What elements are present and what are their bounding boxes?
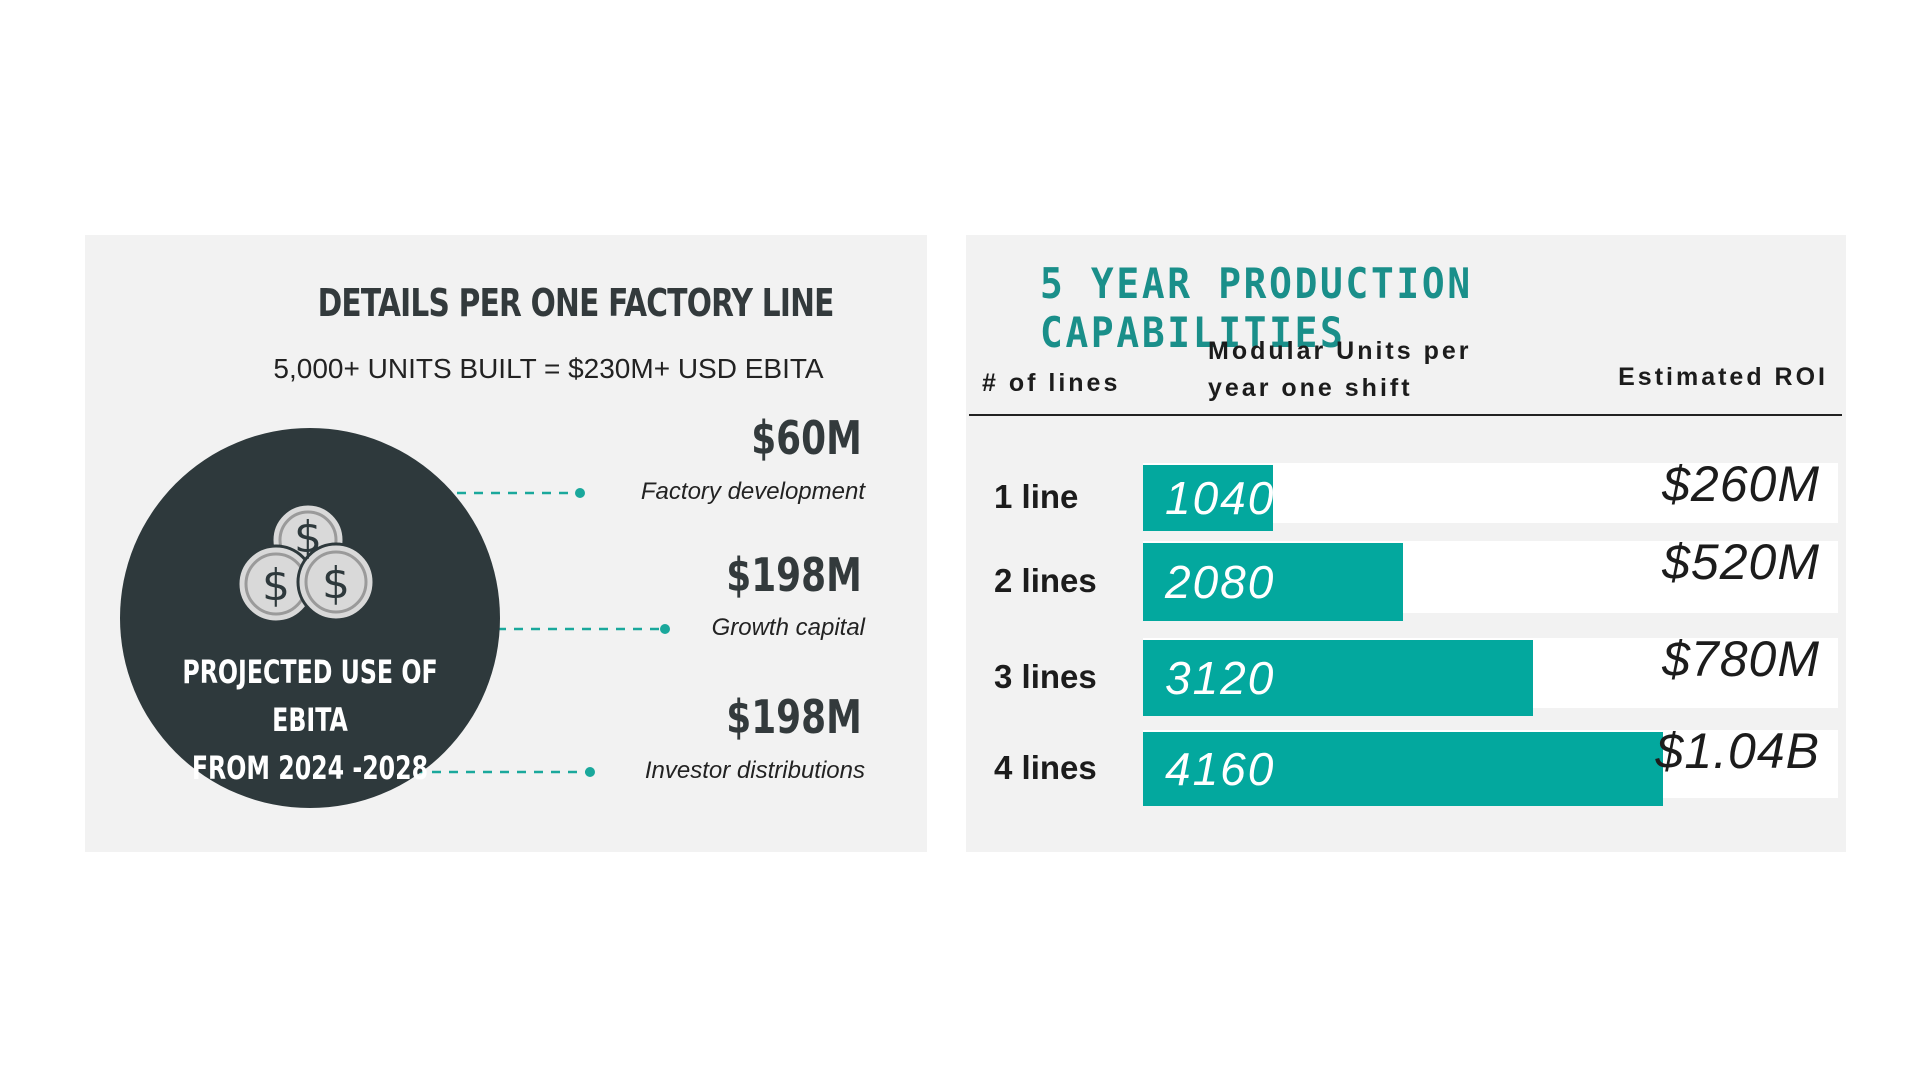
svg-text:$: $ [262, 560, 290, 611]
label-factory: Factory development [640, 478, 865, 505]
bar-value-label: 1040 [1165, 472, 1276, 524]
bar-value-label: 3120 [1165, 652, 1276, 704]
bar: 4160 [1143, 732, 1663, 806]
roi-label: $520M [1662, 534, 1820, 590]
ebita-circle: $ $ $ PROJECTED USE OF EBITA FROM 2024 -… [120, 428, 500, 808]
connector-dot-investor [585, 767, 595, 777]
row-label: 3 lines [994, 658, 1097, 695]
production-panel: 5 YEAR PRODUCTION CAPABILITIES # of line… [966, 235, 1846, 852]
amount-investor: $198M [726, 690, 862, 744]
production-title: 5 YEAR PRODUCTION CAPABILITIES [1040, 259, 1473, 357]
circle-text-line2: FROM 2024 -2028 [191, 749, 429, 787]
label-growth: Growth capital [711, 614, 865, 641]
row-label: 2 lines [994, 562, 1097, 599]
circle-text-line1: PROJECTED USE OF EBITA [182, 653, 438, 739]
amount-growth: $198M [726, 548, 862, 602]
details-title: DETAILS PER ONE FACTORY LINE [317, 281, 835, 325]
bar-value-label: 2080 [1165, 556, 1276, 608]
connector-dot-growth [660, 624, 670, 634]
col-head-units-line2: year one shift [1208, 374, 1413, 402]
roi-label: $780M [1662, 631, 1820, 687]
details-subtitle: 5,000+ UNITS BUILT = $230M+ USD EBITA [273, 353, 824, 384]
dollar-coins-icon: $ $ $ [236, 504, 376, 624]
connector-dot-factory [575, 488, 585, 498]
bar: 1040 [1143, 465, 1273, 531]
col-head-units: Modular Units per year one shift [1208, 333, 1472, 407]
bar: 2080 [1143, 543, 1403, 621]
bar-value-label: 4160 [1165, 743, 1276, 795]
connector-lines [415, 488, 670, 777]
bar: 3120 [1143, 640, 1533, 716]
label-investor: Investor distributions [644, 757, 865, 784]
row-label: 1 line [994, 478, 1079, 515]
details-panel: DETAILS PER ONE FACTORY LINE 5,000+ UNIT… [85, 235, 927, 852]
header-rule [969, 414, 1842, 416]
row-label: 4 lines [994, 749, 1097, 786]
svg-text:$: $ [294, 512, 322, 563]
col-head-units-line1: Modular Units per [1208, 337, 1472, 365]
col-head-lines: # of lines [982, 369, 1121, 397]
roi-label: $260M [1662, 456, 1820, 512]
svg-text:$: $ [322, 558, 350, 609]
roi-label: $1.04B [1655, 723, 1820, 779]
col-head-roi: Estimated ROI [1618, 363, 1828, 391]
amount-factory: $60M [751, 411, 862, 465]
